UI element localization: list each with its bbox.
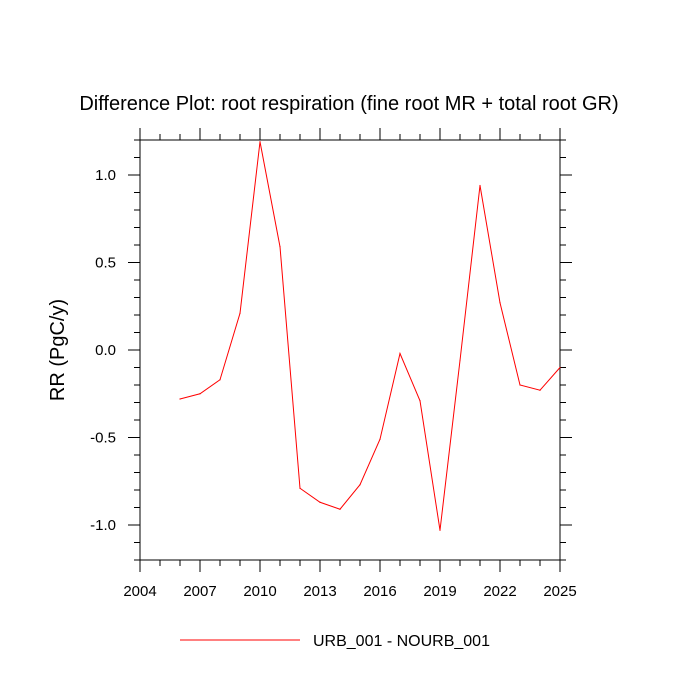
data-point [379, 438, 381, 440]
data-point [259, 141, 261, 143]
axis-ticks [128, 128, 572, 572]
y-axis-label: RR (PgC/y) [47, 299, 69, 401]
data-point [179, 398, 181, 400]
x-axis-tick-labels: 2004 2007 2010 2013 2016 2019 2022 2025 [123, 583, 576, 600]
x-tick-label: 2016 [363, 583, 396, 600]
y-tick-label: 0.5 [95, 255, 116, 272]
data-point [359, 484, 361, 486]
y-tick-label: 0.0 [95, 342, 116, 359]
series-group [179, 141, 561, 531]
data-point [479, 184, 481, 187]
x-tick-label: 2022 [483, 583, 516, 600]
data-point [419, 400, 421, 402]
data-point [319, 501, 321, 503]
x-tick-label: 2019 [423, 583, 456, 600]
y-tick-label: 1.0 [95, 167, 116, 184]
x-tick-label: 2010 [243, 583, 276, 600]
y-axis-tick-labels: 1.0 0.5 0.0 -0.5 -1.0 [90, 167, 116, 534]
x-tick-label: 2007 [183, 583, 216, 600]
x-tick-label: 2025 [543, 583, 576, 600]
data-point [279, 246, 281, 248]
data-point [519, 384, 521, 386]
data-point [439, 529, 441, 531]
series-line [179, 141, 561, 531]
legend-label: URB_001 - NOURB_001 [313, 633, 490, 650]
data-point [539, 389, 541, 391]
legend: URB_001 - NOURB_001 [180, 633, 490, 650]
data-point [459, 359, 461, 362]
y-tick-label: -0.5 [90, 430, 116, 447]
data-point [559, 366, 561, 369]
data-point [219, 379, 221, 381]
data-point [399, 352, 401, 355]
data-point [239, 312, 241, 314]
data-point [199, 393, 201, 395]
data-point [499, 302, 501, 304]
y-tick-label: -1.0 [90, 517, 116, 534]
chart-title: Difference Plot: root respiration (fine … [79, 93, 618, 115]
data-point [299, 487, 301, 489]
x-tick-label: 2013 [303, 583, 336, 600]
data-point [339, 508, 341, 510]
x-tick-label: 2004 [123, 583, 156, 600]
